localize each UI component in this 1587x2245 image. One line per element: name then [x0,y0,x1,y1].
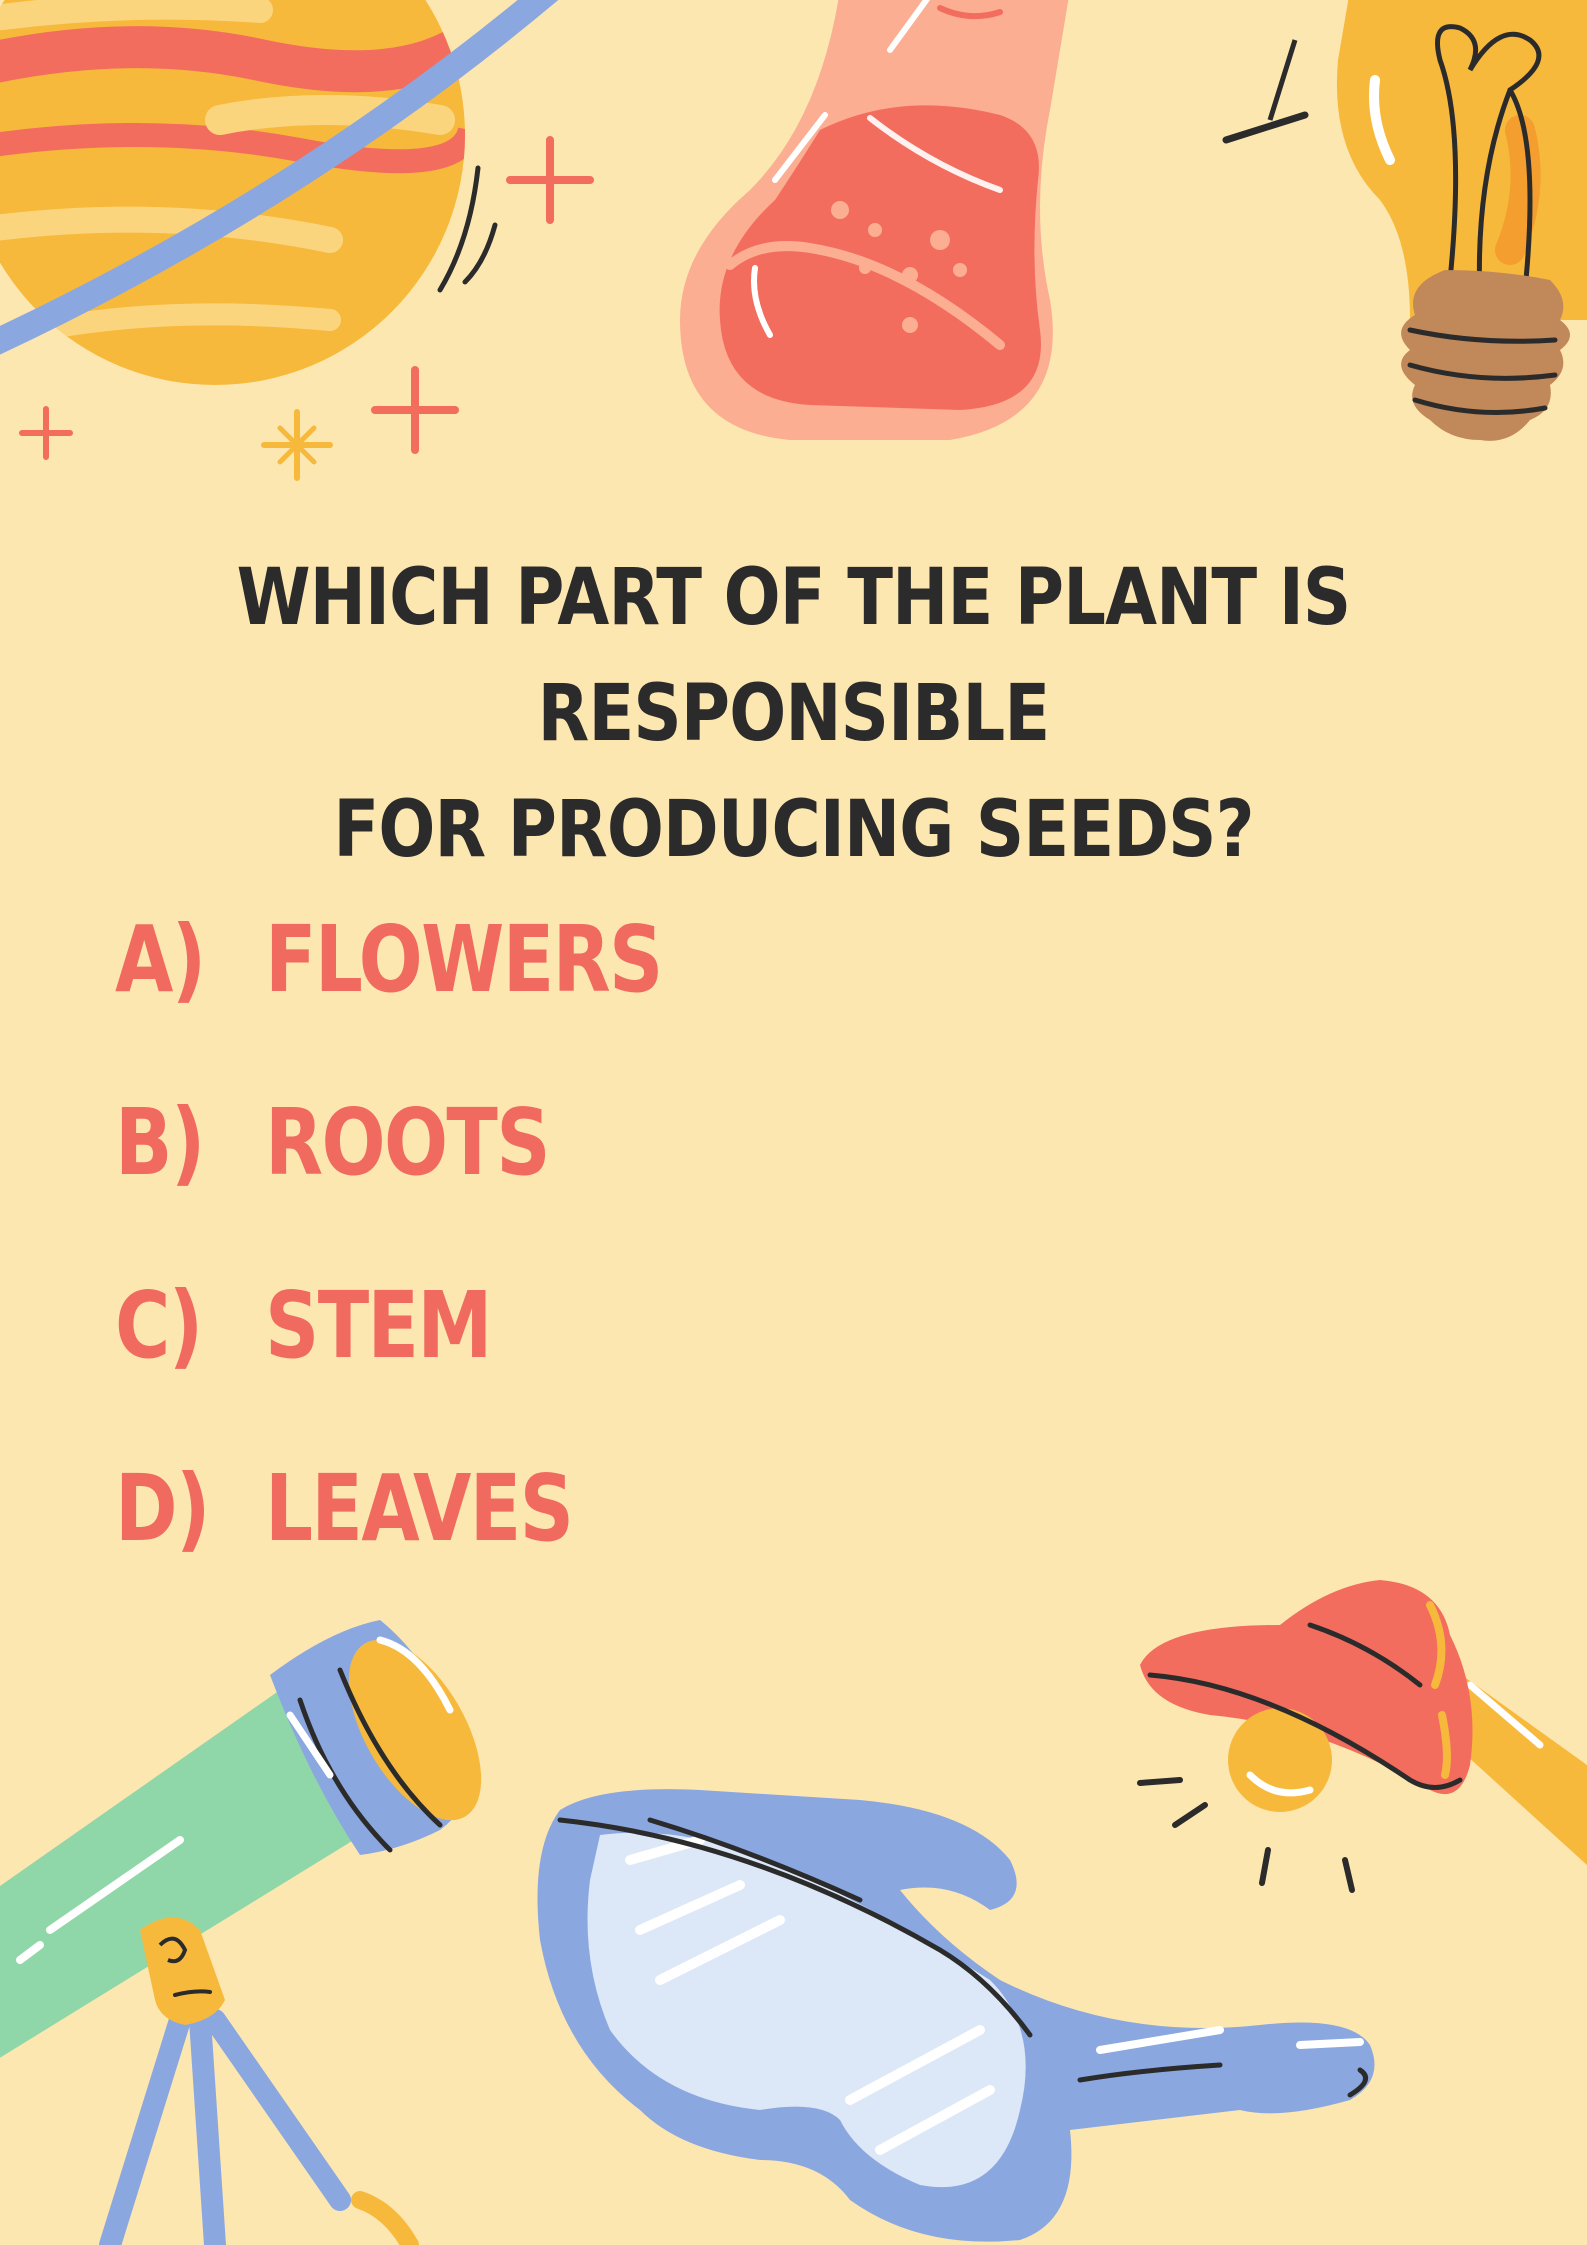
question-line-2: FOR PRODUCING SEEDS? [333,785,1254,875]
option-b[interactable]: B) ROOTS [115,1088,1315,1271]
option-letter: C) [115,1272,203,1379]
sparkle-icon [371,366,459,454]
option-label: FLOWERS [265,906,663,1013]
option-label: ROOTS [265,1089,551,1196]
desk-lamp-icon [1137,1580,1587,1893]
option-label: STEM [265,1272,492,1379]
option-letter: A) [115,906,206,1013]
option-d[interactable]: D) LEAVES [115,1454,1315,1637]
sparkle-icon [506,136,594,224]
sparkle-icon [19,406,73,460]
safety-goggles-icon [537,1789,1375,2242]
option-letter: D) [115,1455,210,1562]
option-a[interactable]: A) FLOWERS [115,905,1315,1088]
sparkle-icon [261,409,333,481]
option-letter: B) [115,1089,205,1196]
question-text: WHICH PART OF THE PLANT IS RESPONSIBLE F… [163,540,1425,888]
light-bulb-icon [1222,0,1587,441]
option-c[interactable]: C) STEM [115,1271,1315,1454]
planet-icon [0,0,559,385]
flask-icon [680,0,1069,440]
telescope-icon [0,1620,482,2245]
question-line-1: WHICH PART OF THE PLANT IS RESPONSIBLE [236,553,1352,759]
option-label: LEAVES [265,1455,574,1562]
answer-options: A) FLOWERS B) ROOTS C) STEM D) LEAVES [115,905,1315,1637]
